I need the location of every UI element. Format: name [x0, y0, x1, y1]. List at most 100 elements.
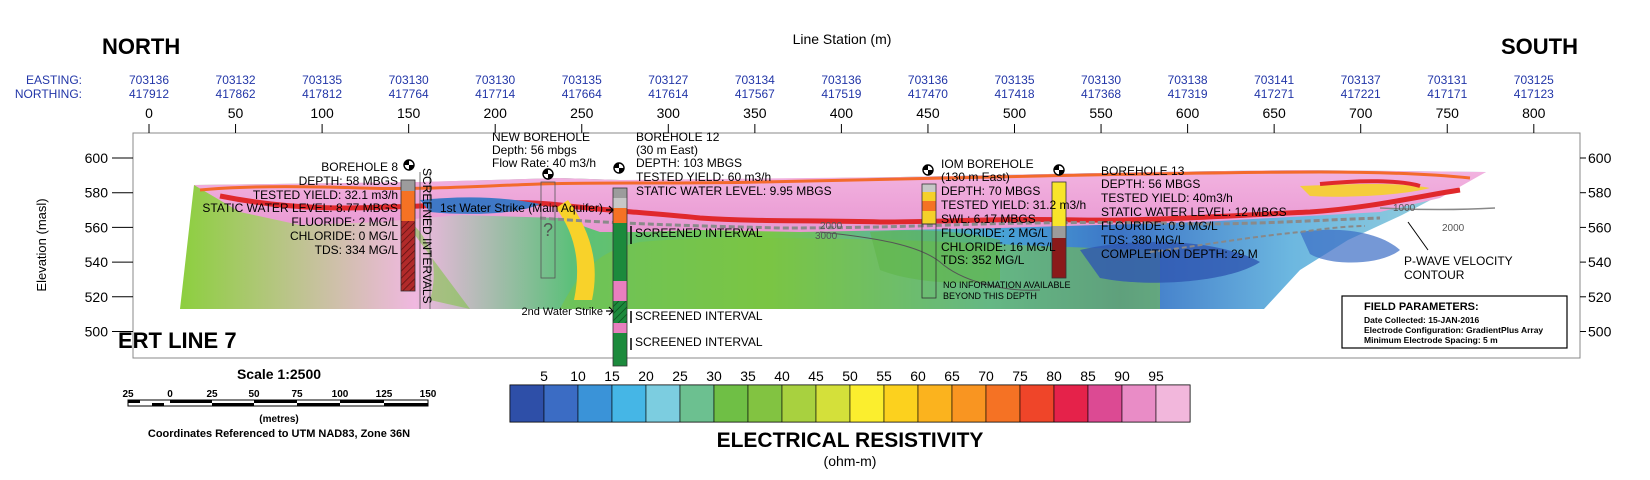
easting-value: 703132: [216, 73, 256, 87]
svg-text:BOREHOLE 13: BOREHOLE 13: [1101, 164, 1185, 178]
easting-value: 703130: [475, 73, 515, 87]
no-information-note: NO INFORMATION AVAILABLE BEYOND THIS DEP…: [943, 280, 1071, 301]
coordinates-note: Coordinates Referenced to UTM NAD83, Zon…: [148, 428, 410, 440]
question-mark: ?: [543, 220, 553, 240]
yellow-band: [556, 200, 595, 300]
easting-value: 703141: [1254, 73, 1294, 87]
scale-tick: 25: [206, 389, 218, 400]
easting-value: 703138: [1168, 73, 1208, 87]
colorbar-value: 70: [978, 368, 994, 384]
section-title: ERT LINE 7: [118, 328, 237, 353]
contour-label: 2000: [820, 221, 843, 232]
northing-value: 417171: [1427, 87, 1467, 101]
borehole-symbol-icon: [542, 168, 554, 180]
svg-text:STATIC WATER LEVEL: 12 MBGS: STATIC WATER LEVEL: 12 MBGS: [1101, 205, 1287, 219]
station-tick-label: 200: [484, 105, 508, 121]
elevation-tick-label: 540: [85, 254, 109, 270]
easting-value: 703136: [821, 73, 861, 87]
station-tick-label: 700: [1349, 105, 1373, 121]
colorbar-value: 75: [1012, 368, 1028, 384]
second-water-strike-label: 2nd Water Strike: [521, 306, 603, 318]
svg-text:TDS: 380 MG/L: TDS: 380 MG/L: [1101, 233, 1185, 247]
contour-line-2: [819, 231, 1041, 291]
colorbar-value: 40: [774, 368, 790, 384]
borehole-symbol-icon: [1053, 164, 1065, 176]
northing-value: 417519: [821, 87, 861, 101]
elevation-tick-label-right: 600: [1588, 150, 1612, 166]
blue-pocket-2: [1080, 241, 1260, 283]
svg-text:NEW BOREHOLE: NEW BOREHOLE: [492, 130, 590, 144]
elevation-tick-label: 520: [85, 289, 109, 305]
easting-label: EASTING:: [26, 73, 82, 87]
station-tick-label: 300: [657, 105, 681, 121]
northing-value: 417714: [475, 87, 515, 101]
iom-borehole-annotation: IOM BOREHOLE (130 m East) DEPTH: 70 MBGS…: [941, 157, 1086, 267]
colorbar-title: ELECTRICAL RESISTIVITY: [717, 429, 984, 452]
svg-text:TESTED YIELD: 32.1 m3/h: TESTED YIELD: 32.1 m3/h: [253, 188, 398, 202]
svg-text:Minimum Electrode Spacing: 5 m: Minimum Electrode Spacing: 5 m: [1364, 335, 1498, 345]
northing-value: 417470: [908, 87, 948, 101]
contour-line: [539, 216, 1381, 230]
water-strike-arrow-icon: [606, 306, 614, 316]
scale-title: Scale 1:2500: [237, 366, 321, 382]
colorbar-value: 90: [1114, 368, 1130, 384]
easting-value: 703134: [735, 73, 775, 87]
station-tick-label: 550: [1089, 105, 1113, 121]
colorbar-value: 45: [808, 368, 824, 384]
borehole-symbol-icon: [403, 159, 415, 171]
contour-line-4: [1379, 207, 1496, 211]
colorbar-cell: [781, 384, 817, 423]
colorbar-cell: [917, 384, 953, 423]
elevation-tick-label-right: 580: [1588, 185, 1612, 201]
p-wave-contour-label: P-WAVE VELOCITY CONTOUR: [1404, 254, 1513, 282]
scale-tick: 100: [332, 389, 349, 400]
station-tick-label: 100: [310, 105, 334, 121]
resistivity-section: [180, 170, 1486, 309]
easting-value: 703135: [994, 73, 1034, 87]
northing-value: 417567: [735, 87, 775, 101]
easting-value: 703135: [562, 73, 602, 87]
colorbar-cell: [543, 384, 579, 423]
northing-value: 417912: [129, 87, 169, 101]
colorbar-value: 35: [740, 368, 756, 384]
scale-tick: 0: [167, 389, 173, 400]
northing-value: 417368: [1081, 87, 1121, 101]
station-tick-label: 150: [397, 105, 421, 121]
svg-text:Depth: 56 mbgs: Depth: 56 mbgs: [492, 143, 577, 157]
northing-value: 417418: [994, 87, 1034, 101]
svg-text:BOREHOLE 8: BOREHOLE 8: [321, 160, 398, 174]
north-label: NORTH: [102, 34, 180, 59]
svg-text:IOM BOREHOLE: IOM BOREHOLE: [941, 157, 1034, 171]
svg-text:SWL: 6.17 MBGS: SWL: 6.17 MBGS: [941, 212, 1036, 226]
svg-text:DEPTH: 70 MBGS: DEPTH: 70 MBGS: [941, 184, 1040, 198]
red-surface: [199, 170, 1471, 192]
elevation-tick-label: 580: [85, 185, 109, 201]
colorbar-cell: [1087, 384, 1123, 423]
svg-text:TESTED YIELD: 31.2 m3/h: TESTED YIELD: 31.2 m3/h: [941, 198, 1086, 212]
first-water-strike-label: 1st Water Strike (Main Aquifer): [440, 201, 603, 215]
green-right: [870, 230, 1000, 283]
elevation-axis-label: Elevation (masl): [34, 198, 49, 291]
svg-text:(130 m East): (130 m East): [941, 170, 1010, 184]
svg-text:Date Collected: 15-JAN-2016: Date Collected: 15-JAN-2016: [1364, 315, 1480, 325]
svg-text:BOREHOLE 12: BOREHOLE 12: [636, 130, 720, 144]
contour-label: 1000: [1393, 203, 1416, 214]
new-borehole-annotation: NEW BOREHOLE Depth: 56 mbgs Flow Rate: 4…: [492, 130, 596, 170]
svg-text:BEYOND THIS DEPTH: BEYOND THIS DEPTH: [943, 291, 1037, 301]
borehole-8-annotation: BOREHOLE 8 DEPTH: 58 MBGS TESTED YIELD: …: [202, 160, 398, 257]
svg-text:COMPLETION DEPTH: 29 M: COMPLETION DEPTH: 29 M: [1101, 247, 1258, 261]
field-parameters-text: FIELD PARAMETERS: Date Collected: 15-JAN…: [1364, 301, 1543, 345]
colorbar-value: 85: [1080, 368, 1096, 384]
colorbar-value: 10: [570, 368, 586, 384]
station-tick-label: 350: [743, 105, 767, 121]
elevation-tick-label-right: 500: [1588, 324, 1612, 340]
station-tick-label: 750: [1436, 105, 1460, 121]
scale-tick: 125: [376, 389, 393, 400]
borehole-12-annotation: BOREHOLE 12 (30 m East) DEPTH: 103 MBGS …: [636, 130, 832, 198]
contour-label: 3000: [815, 231, 838, 242]
colorbar-value: 65: [944, 368, 960, 384]
station-tick-label: 0: [145, 105, 153, 121]
svg-text:TDS: 352 MG/L: TDS: 352 MG/L: [941, 253, 1025, 267]
screened-intervals-label: SCREENED INTERVALS: [420, 168, 434, 304]
